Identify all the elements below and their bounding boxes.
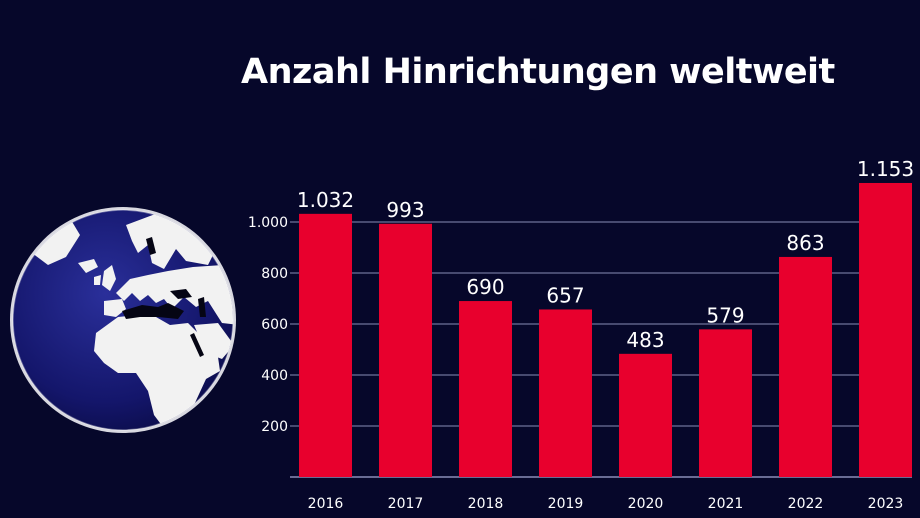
x-tick-label: 2023 [868,496,904,512]
bar [619,353,672,477]
data-label: 993 [386,198,424,222]
x-tick-label: 2021 [708,496,744,512]
chart-title: Anzahl Hinrichtungen weltweit [241,52,835,92]
data-label: 579 [706,303,744,327]
x-tick-label: 2016 [308,496,344,512]
data-label: 1.153 [857,157,914,181]
data-label: 1.032 [297,188,354,212]
data-label: 483 [626,328,664,352]
x-tick-label: 2017 [388,496,424,512]
x-tick-label: 2019 [548,496,584,512]
bar [459,301,512,477]
y-tick-label: 1.000 [248,215,288,231]
bar [699,329,752,477]
bar [859,182,912,478]
y-tick-label: 800 [261,266,288,282]
globe-icon [10,207,236,433]
data-label: 657 [546,283,584,307]
x-tick-label: 2022 [788,496,824,512]
y-tick-label: 600 [261,317,288,333]
bar [299,213,352,477]
x-tick-label: 2020 [628,496,664,512]
data-label: 863 [786,231,824,255]
bar [539,309,592,477]
data-label: 690 [466,275,504,299]
y-tick-label: 400 [261,368,288,384]
x-tick-label: 2018 [468,496,504,512]
bar [379,223,432,477]
bar [779,256,832,477]
y-tick-label: 200 [261,419,288,435]
